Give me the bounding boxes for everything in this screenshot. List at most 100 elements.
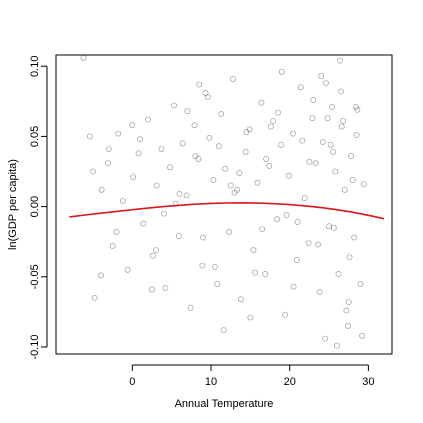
scatter-point (191, 122, 198, 129)
scatter-point (306, 158, 313, 165)
scatter-point (183, 192, 190, 199)
x-axis-title: Annual Temperature (175, 398, 274, 410)
scatter-point (259, 226, 266, 232)
scatter-point (105, 146, 112, 152)
scatter-point (318, 73, 325, 79)
scatter-point (86, 133, 93, 140)
scatter-point (247, 314, 254, 321)
scatter-point (124, 266, 131, 273)
scatter-point (252, 269, 258, 276)
scatter-point (274, 216, 280, 223)
scatter-point (187, 304, 194, 311)
scatter-point (330, 148, 336, 155)
scatter-point (337, 88, 344, 95)
scatter-point (341, 186, 348, 193)
plot-frame (55, 54, 393, 355)
scatter-point (206, 134, 213, 141)
scatter-point (329, 104, 336, 110)
scatter-point (175, 233, 182, 239)
scatter-point (290, 283, 297, 290)
scatter-point (153, 182, 160, 189)
scatter-point (167, 164, 173, 171)
scatter-point (218, 111, 225, 117)
scatter-point (149, 286, 155, 293)
scatter-point (337, 57, 343, 64)
scatter-point (231, 189, 238, 196)
scatter-point (266, 162, 273, 169)
scatter-point (90, 168, 96, 175)
scatter-point (297, 84, 304, 91)
scatter-point (345, 299, 352, 305)
scatter-point (289, 130, 296, 137)
scatter-point (196, 81, 203, 88)
scatter-point (243, 129, 250, 136)
scatter-point (340, 118, 347, 124)
scatter-point (359, 332, 365, 339)
y-tick-label: 0.05 (29, 126, 41, 147)
scatter-point (338, 123, 345, 130)
scatter-point (195, 155, 202, 162)
fit-curve (69, 201, 385, 220)
scatter-point (327, 141, 334, 148)
scatter-point (120, 198, 126, 204)
scatter-point (267, 123, 274, 130)
scatter-point (91, 294, 98, 301)
scatter-point (242, 148, 249, 155)
scatter-point (326, 223, 332, 230)
y-axis-title: ln(GDP per capita) (7, 159, 19, 250)
scatter-point (343, 307, 350, 314)
scatter-point (158, 146, 165, 152)
scatter-point (202, 90, 209, 96)
scatter-point (351, 234, 358, 241)
scatter-point (324, 115, 331, 122)
scatter-point (199, 262, 206, 269)
y-tick-label: 0.00 (29, 196, 41, 217)
x-tick-label: 10 (205, 376, 217, 388)
scatter-point (278, 141, 284, 148)
scatter-point (283, 212, 290, 218)
scatter-point (246, 126, 253, 133)
scatter-point (349, 176, 356, 183)
x-tick-label: 30 (362, 376, 374, 388)
scatter-point (357, 280, 364, 287)
scatter-point (250, 247, 257, 253)
scatter-point (152, 247, 159, 253)
scatter-point (220, 327, 227, 333)
scatter-point (137, 136, 144, 143)
scatter-points (80, 54, 367, 349)
scatter-point (312, 160, 319, 166)
scatter-point (140, 220, 147, 227)
scatter-point (293, 256, 300, 263)
scatter-point (263, 155, 269, 162)
scatter-point (204, 94, 211, 100)
scatter-point (234, 186, 240, 193)
scatter-point (285, 172, 292, 179)
scatter-point (237, 296, 244, 303)
scatter-point (354, 106, 361, 113)
scatter-point (274, 109, 281, 116)
y-tick-label: -0.05 (29, 264, 41, 289)
scatter-point (353, 132, 360, 138)
x-tick-label: 20 (284, 376, 296, 388)
scatter-point (315, 241, 321, 248)
scatter-point (98, 186, 105, 193)
scatter-point (130, 174, 136, 180)
scatter-point (171, 102, 177, 109)
x-tick-label: 0 (129, 376, 135, 388)
scatter-point (316, 289, 323, 296)
scatter-point (258, 99, 265, 106)
scatter-point (348, 153, 354, 159)
scatter-point (179, 140, 186, 147)
scatter-point (330, 224, 337, 231)
scatter-point (222, 165, 229, 172)
scatter-point (254, 179, 261, 186)
scatter-point (236, 169, 243, 176)
scatter-point (176, 191, 183, 197)
x-axis: 0 10 20 30 (129, 364, 375, 388)
scatter-point (160, 210, 167, 217)
scatter-point (226, 228, 232, 235)
scatter-point (262, 271, 269, 277)
scatter-point (113, 228, 120, 235)
scatter-point (282, 311, 288, 318)
